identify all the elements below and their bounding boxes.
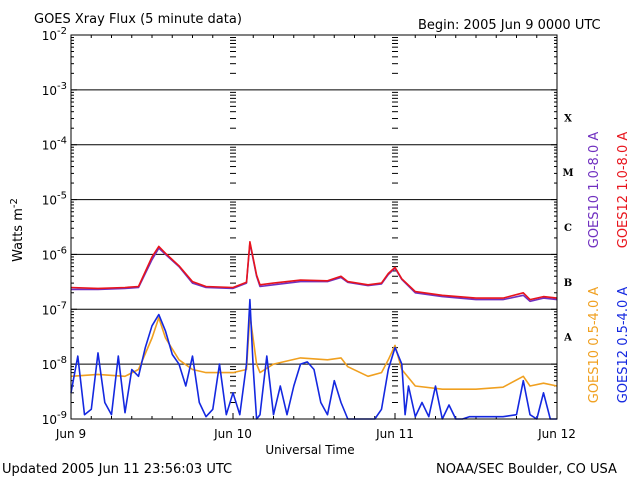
y-tick-exponent: -6 [57,245,67,256]
plot-grid [71,37,557,419]
y-tick-label: 10-3 [42,81,67,98]
y-tick-exponent: -5 [57,191,67,202]
legend-entry: GOES10 0.5-4.0 A [587,287,602,404]
flare-class-B: B [564,278,572,289]
y-tick-base: 10 [42,194,57,208]
y-axis-label-exponent: -2 [9,198,20,208]
y-tick-exponent: -7 [57,300,67,311]
y-tick-base: 10 [42,84,57,98]
legend: GOES10 1.0-8.0 A GOES12 1.0-8.0 A GOES10 0… [587,132,631,404]
y-tick-label: 10-2 [42,26,67,43]
series-line-goes12-0-5-4-0-a [70,298,557,420]
series-line-goes12-1-0-8-0-a [70,241,558,301]
x-tick-label: Jun 12 [537,427,576,441]
flare-class-A: A [563,333,572,344]
y-tick-base: 10 [42,139,57,153]
flare-class-labels: X M C B A [562,113,573,343]
y-tick-label: 10-6 [42,245,67,262]
y-tick-base: 10 [42,303,57,317]
credit-label: NOAA/SEC Boulder, CO USA [436,462,617,477]
legend-entry: GOES10 1.0-8.0 A [587,132,602,249]
y-tick-exponent: -9 [57,410,67,421]
y-axis-label-text: Watts m [11,208,26,262]
flare-class-M: M [562,168,573,179]
x-tick-label: Jun 9 [55,427,86,441]
x-axis-label: Universal Time [265,443,354,457]
series-line-goes10-0-5-4-0-a [70,313,558,390]
plot-frame [70,34,558,420]
y-tick-exponent: -8 [57,355,67,366]
flare-class-C: C [564,223,572,234]
series-line-goes10-1-0-8-0-a [71,242,558,303]
y-tick-label: 10-4 [42,136,67,153]
y-tick-base: 10 [42,29,57,43]
flux-series [70,241,558,420]
y-tick-exponent: -3 [57,81,67,92]
legend-entry: GOES12 1.0-8.0 A [616,132,631,249]
flare-class-X: X [564,113,572,124]
x-tick-label: Jun 11 [375,427,414,441]
updated-timestamp: Updated 2005 Jun 11 23:56:03 UTC [2,462,232,477]
legend-entry: GOES12 0.5-4.0 A [616,287,631,404]
y-tick-exponent: -2 [57,26,67,37]
x-tick-label: Jun 10 [213,427,252,441]
y-tick-base: 10 [42,248,57,262]
y-tick-label: 10-5 [42,191,67,208]
begin-date: Begin: 2005 Jun 9 0000 UTC [418,18,601,33]
y-tick-exponent: -4 [57,136,67,147]
y-tick-base: 10 [42,358,57,372]
chart-title: GOES Xray Flux (5 minute data) [34,12,242,27]
y-axis-label: Watts m-2 [9,198,26,262]
y-tick-label: 10-9 [42,410,67,427]
y-tick-label: 10-8 [42,355,67,372]
y-tick-label: 10-7 [42,300,67,317]
y-tick-base: 10 [42,413,57,427]
